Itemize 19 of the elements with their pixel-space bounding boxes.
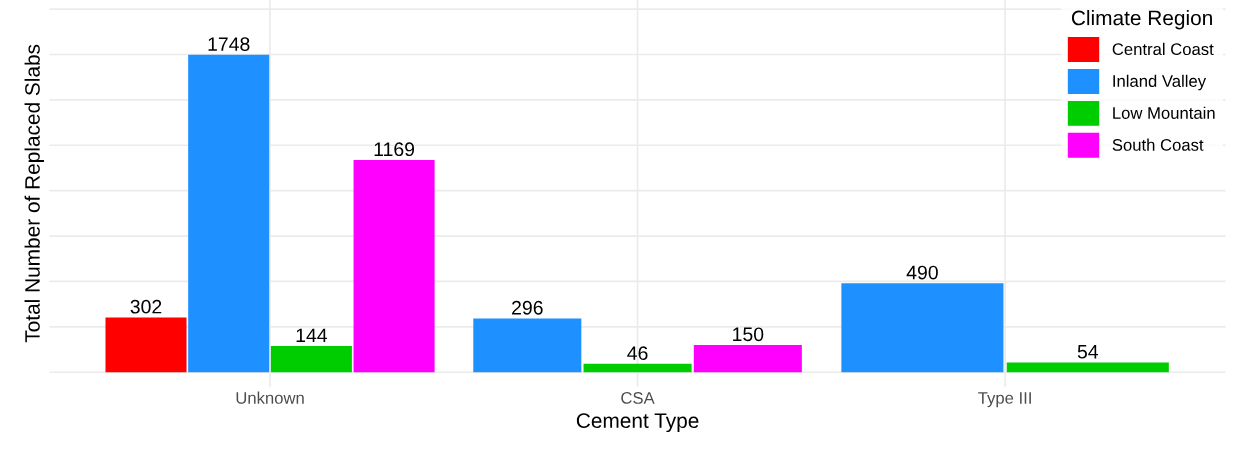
y-axis-title: Total Number of Replaced Slabs — [24, 44, 44, 343]
x-tick-label: Type III — [978, 392, 1031, 408]
data-label: 46 — [627, 346, 648, 361]
data-label: 1169 — [374, 142, 415, 157]
legend-title: Climate Region — [1071, 10, 1212, 30]
legend-label: Low Mountain — [1113, 106, 1215, 119]
data-label: 490 — [906, 265, 938, 280]
legend-label: South Coast — [1112, 138, 1204, 151]
data-label: 150 — [733, 327, 764, 342]
data-label: 302 — [130, 299, 162, 314]
x-tick-label: CSA — [621, 392, 655, 404]
x-axis-title: Cement Type — [576, 413, 699, 433]
legend-label: Inland Valley — [1113, 74, 1207, 91]
data-label: 144 — [296, 328, 328, 343]
x-tick-label: Unknown — [236, 391, 304, 404]
data-label: 296 — [512, 300, 543, 315]
legend-label: Central Coast — [1112, 42, 1214, 56]
data-label: 54 — [1077, 345, 1099, 359]
data-label: 1748 — [208, 37, 250, 51]
